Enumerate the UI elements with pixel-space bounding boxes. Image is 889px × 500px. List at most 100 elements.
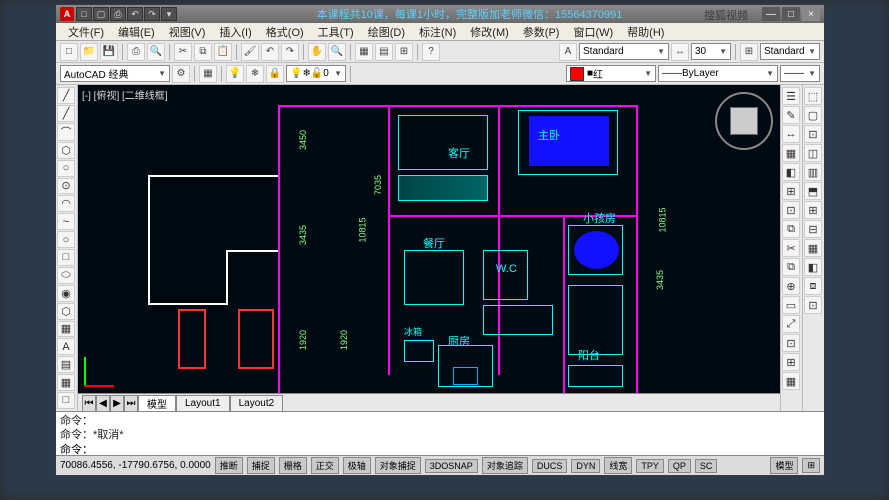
rotate-tool-icon[interactable]: ⊡ — [782, 201, 800, 219]
region-tool-icon[interactable]: ⬡ — [57, 303, 75, 320]
tool-redo-icon[interactable]: ↷ — [281, 43, 299, 61]
block-tool-icon[interactable]: □ — [57, 249, 75, 266]
dim-aligned-icon[interactable]: ▢ — [804, 106, 822, 124]
menu-view[interactable]: 视图(V) — [163, 24, 212, 40]
menu-insert[interactable]: 插入(I) — [213, 24, 257, 40]
toggle-osnap[interactable]: 对象捕捉 — [375, 457, 421, 474]
polygon-tool-icon[interactable]: ⬡ — [57, 142, 75, 159]
textstyle-combo[interactable]: Standard▼ — [579, 43, 669, 60]
tool-tp-icon[interactable]: ⊞ — [395, 43, 413, 61]
tool-copy-icon[interactable]: ⧉ — [194, 43, 212, 61]
dim-linear-icon[interactable]: ⬚ — [804, 87, 822, 105]
line-tool-icon[interactable]: ╱ — [57, 87, 75, 104]
text-tool-icon[interactable]: A — [57, 338, 75, 355]
layer-freeze-icon[interactable]: ❄ — [246, 65, 264, 83]
menu-modify[interactable]: 修改(M) — [464, 24, 515, 40]
tool-help-icon[interactable]: ? — [422, 43, 440, 61]
trim-tool-icon[interactable]: ⧉ — [782, 258, 800, 276]
toggle-snap[interactable]: 捕捉 — [247, 457, 275, 474]
tab-next-icon[interactable]: ▶ — [110, 395, 124, 411]
dim-quick-icon[interactable]: ⊟ — [804, 220, 822, 238]
toggle-qp[interactable]: QP — [668, 459, 691, 473]
tool-dc-icon[interactable]: ▤ — [375, 43, 393, 61]
xline-tool-icon[interactable]: ╱ — [57, 105, 75, 122]
ellipse-tool-icon[interactable]: ○ — [57, 231, 75, 248]
tool-open-icon[interactable]: 📁 — [80, 43, 98, 61]
model-paper-toggle[interactable]: 模型 — [770, 457, 798, 474]
stretch-tool-icon[interactable]: ✂ — [782, 239, 800, 257]
dim-radius-icon[interactable]: ▥ — [804, 163, 822, 181]
toggle-3dosnap[interactable]: 3DOSNAP — [425, 459, 478, 473]
tab-layout2[interactable]: Layout2 — [230, 395, 284, 411]
qat-redo-icon[interactable]: ↷ — [144, 7, 160, 21]
dim-angle-icon[interactable]: ⊞ — [804, 201, 822, 219]
tool-match-icon[interactable]: 🖌 — [241, 43, 259, 61]
offset-tool-icon[interactable]: ▦ — [782, 144, 800, 162]
mirror-tool-icon[interactable]: ↔ — [782, 125, 800, 143]
tool-new-icon[interactable]: □ — [60, 43, 78, 61]
tab-first-icon[interactable]: ⏮ — [82, 395, 96, 411]
dimsize-combo[interactable]: 30▼ — [691, 43, 731, 60]
toggle-lwt[interactable]: 线宽 — [604, 457, 632, 474]
menu-draw[interactable]: 绘图(D) — [362, 24, 411, 40]
app-logo[interactable]: A — [60, 7, 74, 21]
maximize-button[interactable]: □ — [782, 7, 800, 21]
qat-new-icon[interactable]: □ — [76, 7, 92, 21]
color-combo[interactable]: ■ 红▼ — [566, 65, 656, 82]
status-extra-icon[interactable]: ⊞ — [802, 458, 820, 473]
tab-layout1[interactable]: Layout1 — [176, 395, 230, 411]
erase-tool-icon[interactable]: ☰ — [782, 87, 800, 105]
tool-cut-icon[interactable]: ✂ — [174, 43, 192, 61]
tablestyle-combo[interactable]: Standard▼ — [760, 43, 820, 60]
chamfer-tool-icon[interactable]: ⊡ — [782, 334, 800, 352]
dim-base-icon[interactable]: ▦ — [804, 239, 822, 257]
circle-tool-icon[interactable]: ◠ — [57, 195, 75, 212]
spline-tool-icon[interactable]: ~ — [57, 213, 75, 230]
lineweight-combo[interactable]: ——▼ — [780, 65, 820, 82]
command-line[interactable]: 命令： 命令：*取消* 命令： — [56, 411, 824, 455]
linetype-combo[interactable]: —— ByLayer▼ — [658, 65, 778, 82]
gradient-tool-icon[interactable]: ▤ — [57, 356, 75, 373]
textstyle-icon[interactable]: A — [559, 43, 577, 61]
layer-on-icon[interactable]: 💡 — [226, 65, 244, 83]
menu-file[interactable]: 文件(F) — [62, 24, 110, 40]
pline-tool-icon[interactable]: ⌒ — [57, 123, 75, 141]
scale-tool-icon[interactable]: ⧉ — [782, 220, 800, 238]
toggle-sc[interactable]: SC — [695, 459, 718, 473]
tool-pan-icon[interactable]: ✋ — [308, 43, 326, 61]
toggle-otrack[interactable]: 对象追踪 — [482, 457, 528, 474]
dim-dia-icon[interactable]: ⬒ — [804, 182, 822, 200]
tool-save-icon[interactable]: 💾 — [100, 43, 118, 61]
point-tool-icon[interactable]: ⬭ — [57, 267, 75, 284]
tablestyle-icon[interactable]: ⊞ — [740, 43, 758, 61]
tab-last-icon[interactable]: ⏭ — [124, 395, 138, 411]
ws-settings-icon[interactable]: ⚙ — [172, 65, 190, 83]
tab-prev-icon[interactable]: ◀ — [96, 395, 110, 411]
workspace-combo[interactable]: AutoCAD 经典▼ — [60, 65, 170, 82]
close-button[interactable]: × — [802, 7, 820, 21]
qat-open-icon[interactable]: ▢ — [93, 7, 109, 21]
minimize-button[interactable]: — — [762, 7, 780, 21]
menu-help[interactable]: 帮助(H) — [621, 24, 670, 40]
tab-model[interactable]: 模型 — [138, 395, 176, 411]
view-cube[interactable] — [714, 91, 774, 151]
tool-print-icon[interactable]: ⎙ — [127, 43, 145, 61]
tool-undo-icon[interactable]: ↶ — [261, 43, 279, 61]
tool-preview-icon[interactable]: 🔍 — [147, 43, 165, 61]
dim-ord-icon[interactable]: ◫ — [804, 144, 822, 162]
dim-space-icon[interactable]: ⧈ — [804, 277, 822, 295]
toggle-dyn[interactable]: DYN — [571, 459, 600, 473]
menu-tools[interactable]: 工具(T) — [312, 24, 360, 40]
hatch-tool-icon[interactable]: ◉ — [57, 285, 75, 302]
arc-tool-icon[interactable]: ⊙ — [57, 178, 75, 195]
join-tool-icon[interactable]: ⤢ — [782, 315, 800, 333]
table-tool-icon[interactable]: ▦ — [57, 321, 75, 338]
boundary-tool-icon[interactable]: ▦ — [57, 374, 75, 391]
copy-tool-icon[interactable]: ✎ — [782, 106, 800, 124]
toggle-infer[interactable]: 推断 — [215, 457, 243, 474]
toggle-ducs[interactable]: DUCS — [532, 459, 568, 473]
dim-arc-icon[interactable]: ⊡ — [804, 125, 822, 143]
menu-params[interactable]: 参数(P) — [517, 24, 566, 40]
array-tool-icon[interactable]: ◧ — [782, 163, 800, 181]
qat-undo-icon[interactable]: ↶ — [127, 7, 143, 21]
